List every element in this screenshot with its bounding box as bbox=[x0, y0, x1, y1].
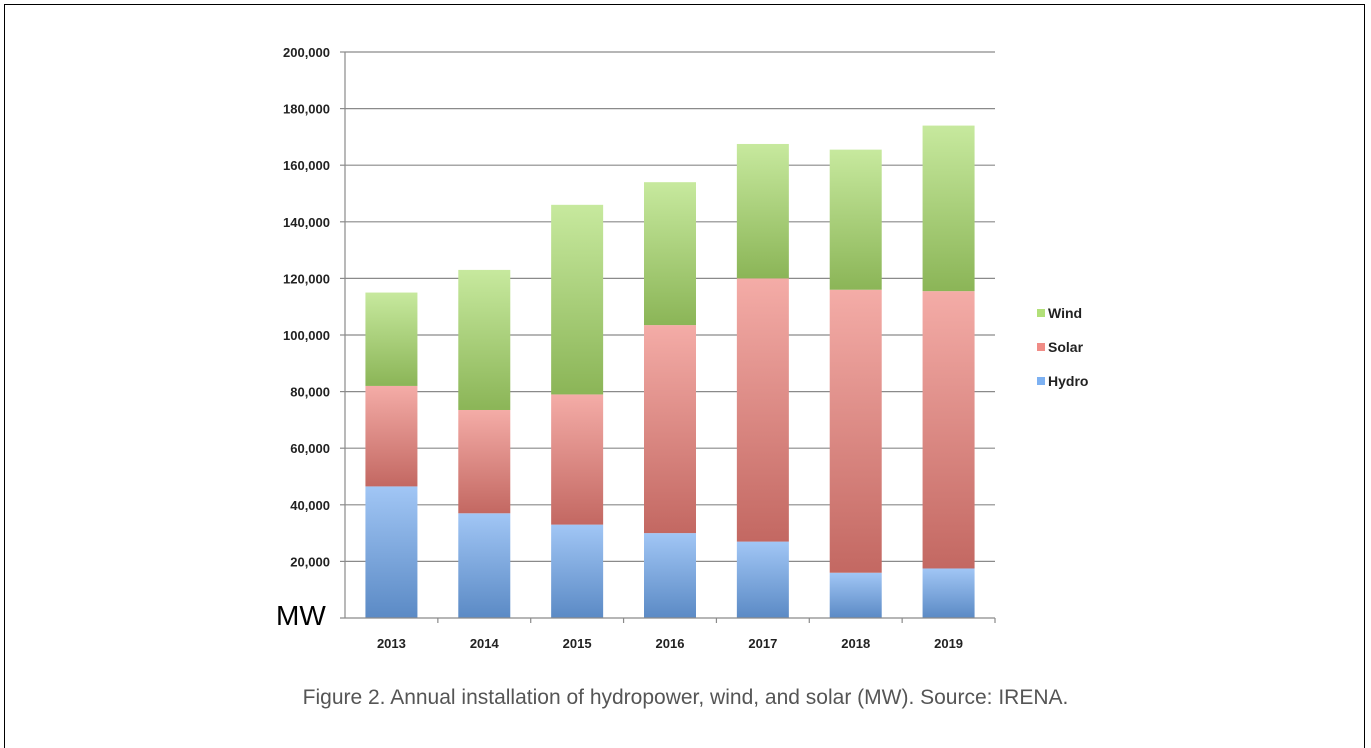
bar-hydro-2019 bbox=[923, 568, 975, 618]
x-tick-labels: 2013 2014 2015 2016 2017 2018 2019 bbox=[377, 636, 963, 651]
bar-solar-2019 bbox=[923, 291, 975, 568]
x-tick-label: 2017 bbox=[748, 636, 777, 651]
x-tick-label: 2015 bbox=[563, 636, 592, 651]
x-tick-label: 2013 bbox=[377, 636, 406, 651]
unit-label: MW bbox=[276, 600, 326, 632]
bar-wind-2014 bbox=[458, 270, 510, 410]
bar-solar-2017 bbox=[737, 278, 789, 541]
bar-solar-2015 bbox=[551, 394, 603, 524]
y-tick-labels: 20,000 40,000 60,000 80,000 100,000 120,000 14… bbox=[283, 45, 330, 569]
x-tick-label: 2018 bbox=[841, 636, 870, 651]
bar-solar-2018 bbox=[830, 290, 882, 573]
bar-wind-2019 bbox=[923, 126, 975, 292]
bar-hydro-2013 bbox=[365, 486, 417, 618]
bar-wind-2015 bbox=[551, 205, 603, 395]
bar-hydro-2014 bbox=[458, 513, 510, 618]
bars bbox=[365, 126, 974, 618]
y-tick-label: 60,000 bbox=[290, 441, 330, 456]
y-tick-label: 40,000 bbox=[290, 498, 330, 513]
bar-hydro-2018 bbox=[830, 573, 882, 618]
figure-caption: Figure 2. Annual installation of hydropo… bbox=[0, 686, 1371, 710]
x-tick-label: 2016 bbox=[656, 636, 685, 651]
bar-wind-2017 bbox=[737, 144, 789, 278]
bar-wind-2018 bbox=[830, 150, 882, 290]
y-tick-label: 160,000 bbox=[283, 158, 330, 173]
x-tick-label: 2014 bbox=[470, 636, 500, 651]
bar-wind-2013 bbox=[365, 293, 417, 386]
bar-wind-2016 bbox=[644, 182, 696, 325]
x-tick-label: 2019 bbox=[934, 636, 963, 651]
bar-hydro-2017 bbox=[737, 542, 789, 618]
y-tick-label: 20,000 bbox=[290, 554, 330, 569]
bar-solar-2014 bbox=[458, 410, 510, 513]
legend-label-solar: Solar bbox=[1048, 339, 1084, 355]
y-tick-label: 80,000 bbox=[290, 385, 330, 400]
y-tick-label: 120,000 bbox=[283, 271, 330, 286]
y-tick-label: 100,000 bbox=[283, 328, 330, 343]
bar-solar-2016 bbox=[644, 325, 696, 533]
legend-swatch-hydro bbox=[1037, 377, 1045, 385]
legend-label-wind: Wind bbox=[1048, 305, 1082, 321]
bar-hydro-2016 bbox=[644, 533, 696, 618]
legend-swatch-wind bbox=[1037, 309, 1045, 317]
y-tick-label: 180,000 bbox=[283, 102, 330, 117]
legend-label-hydro: Hydro bbox=[1048, 373, 1088, 389]
bar-solar-2013 bbox=[365, 386, 417, 486]
y-tick-label: 200,000 bbox=[283, 45, 330, 60]
legend-swatch-solar bbox=[1037, 343, 1045, 351]
legend: Wind Solar Hydro bbox=[1037, 305, 1088, 389]
y-tick-label: 140,000 bbox=[283, 215, 330, 230]
bar-hydro-2015 bbox=[551, 525, 603, 618]
